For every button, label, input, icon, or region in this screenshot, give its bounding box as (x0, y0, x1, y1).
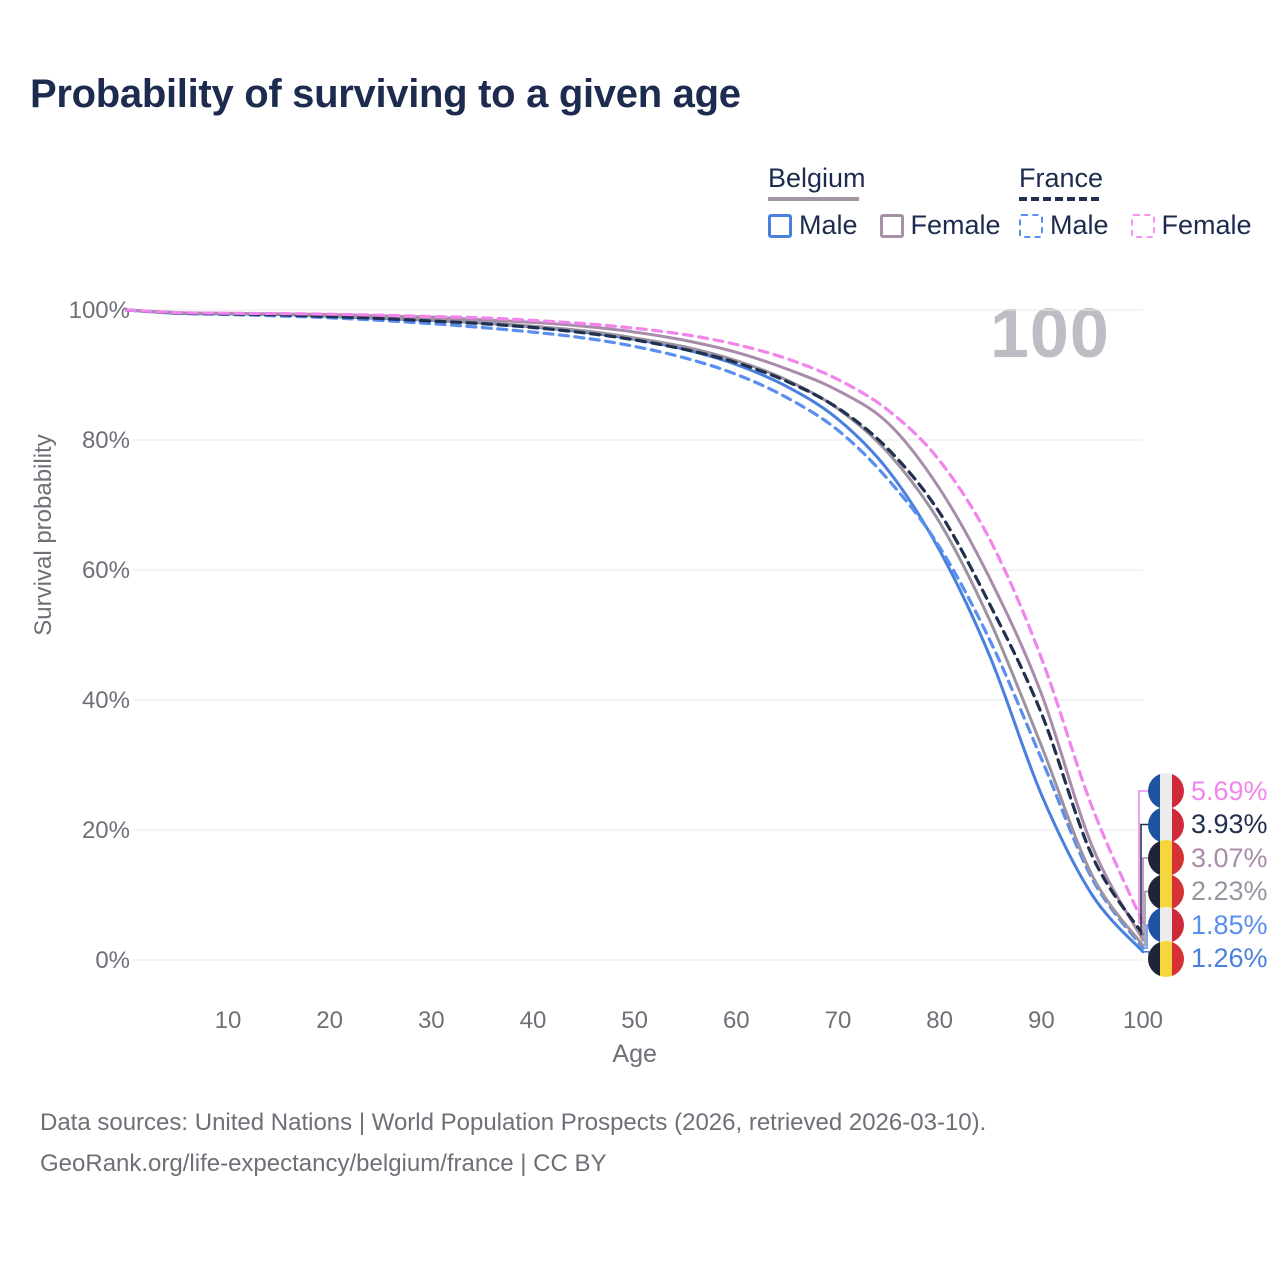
legend-item-belgium-female[interactable]: Female (879, 210, 1001, 241)
end-label-belgium-female[interactable]: 3.07% (1148, 840, 1268, 876)
x-axis-title: Age (612, 1040, 656, 1068)
chart-title: Probability of surviving to a given age (30, 72, 741, 116)
curve-france-female[interactable] (124, 308, 1145, 925)
france-flag-icon (1148, 907, 1184, 943)
curve-france-male[interactable] (124, 308, 1145, 950)
legend-header-belgium[interactable]: Belgium (768, 163, 1001, 201)
end-label-value: 1.85% (1191, 909, 1268, 940)
legend-item-france-male-label: Male (1050, 210, 1109, 240)
belgium-flag-icon (1148, 840, 1184, 876)
france-male-swatch-icon (1019, 213, 1043, 238)
leader-line (1140, 823, 1148, 936)
legend-header-france[interactable]: France (1019, 163, 1252, 201)
legend-header-belgium-label: Belgium (768, 163, 866, 193)
footer-sources: Data sources: United Nations | World Pop… (40, 1109, 987, 1136)
x-tick-label: 100 (1123, 1007, 1163, 1034)
end-label-france-both-sexes[interactable]: 3.93% (1148, 806, 1268, 843)
end-label-value: 5.69% (1191, 775, 1268, 806)
curve-belgium-male[interactable] (124, 308, 1145, 954)
x-tick-label: 10 (215, 1007, 242, 1034)
belgium-flag-icon (1148, 940, 1184, 977)
france-line-sample (1019, 197, 1099, 201)
legend-item-belgium-female-label: Female (910, 210, 1001, 240)
end-label-value: 3.93% (1191, 809, 1268, 839)
x-tick-label: 90 (1028, 1007, 1055, 1034)
legend-item-belgium-male[interactable]: Male (768, 210, 858, 241)
legend-item-france-female[interactable]: Female (1130, 210, 1252, 241)
belgium-line-sample (768, 197, 859, 201)
x-tick-label: 20 (316, 1007, 343, 1034)
belgium-female-swatch-icon (879, 213, 904, 238)
end-label-belgium-both-sexes[interactable]: 2.23% (1148, 873, 1268, 910)
footer-link: GeoRank.org/life-expectancy/belgium/fran… (40, 1150, 607, 1177)
y-tick-label: 40% (82, 687, 130, 714)
end-label-france-male[interactable]: 1.85% (1148, 907, 1268, 943)
y-tick-label: 20% (82, 817, 130, 844)
y-tick-label: 80% (82, 427, 130, 454)
x-tick-label: 50 (621, 1007, 648, 1034)
curve-belgium-both-sexes[interactable] (124, 308, 1145, 947)
y-tick-label: 100% (69, 297, 130, 324)
legend-group-france: France Male Female (1019, 163, 1252, 241)
x-tick-label: 80 (926, 1007, 953, 1034)
x-tick-label: 40 (520, 1007, 547, 1034)
y-tick-label: 60% (82, 557, 130, 584)
y-tick-label: 0% (95, 947, 130, 974)
end-label-france-female[interactable]: 5.69% (1148, 773, 1268, 809)
legend-group-belgium: Belgium Male Female (768, 163, 1001, 241)
end-label-belgium-male[interactable]: 1.26% (1148, 940, 1268, 977)
age-counter-watermark: 100 (990, 294, 1110, 372)
legend-item-france-female-label: Female (1161, 210, 1252, 240)
legend-item-belgium-male-label: Male (799, 210, 858, 240)
france-flag-icon (1148, 773, 1184, 809)
leader-line (1143, 924, 1148, 949)
leader-line (1142, 857, 1148, 940)
x-tick-label: 30 (418, 1007, 445, 1034)
legend-item-france-male[interactable]: Male (1019, 210, 1109, 241)
x-tick-label: 70 (825, 1007, 852, 1034)
france-female-swatch-icon (1130, 213, 1155, 238)
x-tick-label: 60 (723, 1007, 750, 1034)
curve-france-both-sexes[interactable] (124, 308, 1145, 937)
end-label-value: 3.07% (1191, 842, 1268, 873)
legend-header-france-label: France (1019, 163, 1104, 193)
leader-line (1143, 890, 1148, 947)
footer-note: Data sources: United Nations | World Pop… (40, 1102, 986, 1184)
belgium-flag-icon (1148, 873, 1184, 910)
france-flag-icon (1148, 806, 1184, 843)
belgium-male-swatch-icon (768, 213, 792, 238)
end-label-value: 1.26% (1191, 943, 1268, 973)
end-label-value: 2.23% (1191, 876, 1268, 906)
